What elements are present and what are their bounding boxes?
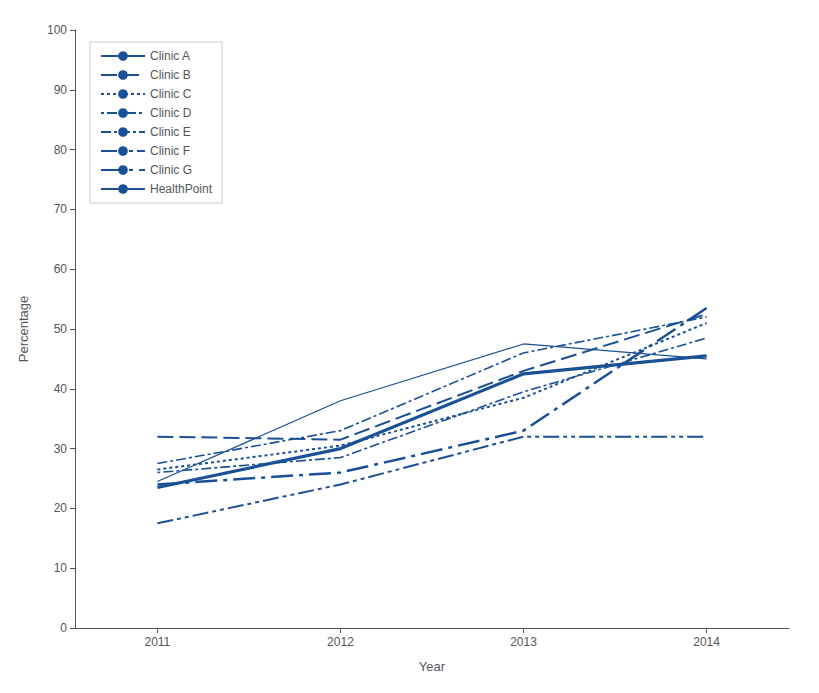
svg-text:Clinic F: Clinic F <box>150 144 190 158</box>
svg-text:60: 60 <box>54 262 68 276</box>
svg-text:HealthPoint: HealthPoint <box>150 182 213 196</box>
svg-text:30: 30 <box>54 442 68 456</box>
svg-text:80: 80 <box>54 143 68 157</box>
svg-text:70: 70 <box>54 202 68 216</box>
svg-text:90: 90 <box>54 83 68 97</box>
svg-text:Clinic A: Clinic A <box>150 49 190 63</box>
svg-text:2011: 2011 <box>144 635 170 649</box>
svg-text:Clinic E: Clinic E <box>150 125 191 139</box>
svg-text:Percentage: Percentage <box>16 296 31 363</box>
svg-text:100: 100 <box>47 23 67 37</box>
svg-text:Clinic D: Clinic D <box>150 106 192 120</box>
svg-text:0: 0 <box>60 621 67 635</box>
svg-text:20: 20 <box>54 501 68 515</box>
svg-text:10: 10 <box>54 561 68 575</box>
svg-text:Year: Year <box>419 659 446 674</box>
svg-text:2014: 2014 <box>693 635 720 649</box>
svg-text:Clinic B: Clinic B <box>150 68 191 82</box>
svg-text:Clinic C: Clinic C <box>150 87 192 101</box>
svg-text:40: 40 <box>54 382 68 396</box>
svg-text:50: 50 <box>54 322 68 336</box>
svg-text:2012: 2012 <box>327 635 354 649</box>
svg-text:2013: 2013 <box>510 635 537 649</box>
svg-text:Clinic G: Clinic G <box>150 163 192 177</box>
